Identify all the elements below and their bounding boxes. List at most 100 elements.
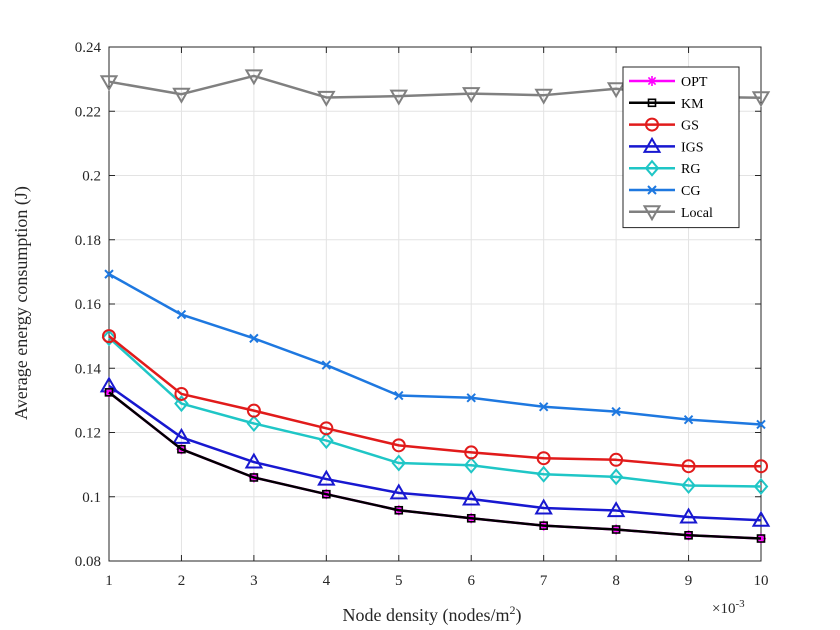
y-tick-label: 0.12: [75, 426, 101, 442]
point-local: [172, 87, 191, 104]
series-igs: [99, 376, 771, 527]
legend-label-km: KM: [681, 97, 704, 112]
legend-label-opt: OPT: [681, 75, 708, 90]
point-km: [684, 530, 693, 540]
legend-marker-rg: [644, 159, 660, 177]
point-igs: [461, 489, 481, 506]
point-km: [104, 388, 114, 397]
point-igs: [172, 427, 191, 444]
point-cg: [466, 393, 476, 403]
legend-marker-opt: [647, 76, 657, 86]
point-km: [177, 444, 186, 454]
legend-item-km: KM: [629, 97, 704, 112]
point-igs: [534, 498, 553, 515]
series-line-km: [108, 391, 762, 540]
point-rg: [536, 465, 551, 483]
point-km: [611, 525, 621, 534]
point-gs: [464, 445, 479, 460]
series-line-rg: [108, 336, 762, 488]
point-local: [606, 82, 626, 99]
point-local: [389, 89, 409, 106]
series-rg: [101, 329, 769, 496]
point-rg: [753, 477, 769, 496]
legend-marker-gs: [645, 117, 659, 132]
point-igs: [317, 469, 336, 486]
point-cg: [538, 402, 549, 412]
x-tick-label: 3: [250, 573, 258, 589]
point-rg: [608, 468, 624, 486]
point-cg: [756, 419, 766, 430]
point-local: [99, 75, 119, 92]
point-km: [249, 473, 259, 482]
legend-label-local: Local: [681, 206, 713, 221]
y-tick-label: 0.2: [82, 169, 101, 185]
point-km: [466, 513, 476, 523]
legend-label-rg: RG: [681, 162, 700, 177]
x-axis-label: Node density (nodes/m2): [343, 603, 522, 626]
legend-marker-local: [642, 205, 662, 222]
x-tick-label: 8: [612, 573, 620, 589]
y-tick-label: 0.18: [75, 233, 101, 249]
point-local: [461, 87, 481, 104]
y-tick-label: 0.24: [75, 40, 102, 56]
point-rg: [681, 476, 696, 495]
point-rg: [463, 456, 479, 474]
series-line-igs: [108, 384, 762, 522]
legend-item-cg: CG: [629, 184, 700, 199]
point-gs: [536, 451, 551, 466]
x-axis-multiplier: ×10-3: [712, 598, 745, 617]
y-tick-label: 0.16: [75, 297, 102, 313]
point-igs: [679, 507, 698, 524]
point-local: [751, 91, 771, 108]
point-rg: [174, 395, 189, 413]
point-local: [534, 88, 553, 105]
x-axis-label-close: ): [515, 605, 521, 626]
point-km: [539, 521, 548, 530]
point-gs: [102, 329, 116, 344]
legend-item-rg: RG: [629, 159, 700, 177]
x-tick-label: 6: [467, 573, 475, 589]
legend: OPT KM GS IGS RG CG Local: [622, 66, 740, 229]
legend-item-gs: GS: [629, 117, 699, 134]
point-rg: [391, 454, 407, 472]
series-line-cg: [108, 273, 762, 426]
point-rg: [319, 431, 334, 450]
y-tick-label: 0.22: [75, 104, 101, 120]
x-tick-label: 9: [685, 573, 693, 589]
point-igs: [606, 501, 626, 518]
point-cg: [683, 414, 694, 425]
y-tick-label: 0.1: [82, 490, 101, 506]
x-axis-label-main: Node density (nodes/m: [343, 605, 510, 626]
point-gs: [319, 421, 334, 436]
legend-label-gs: GS: [681, 119, 699, 134]
series-group: [99, 69, 771, 544]
x-tick-label: 7: [540, 573, 548, 589]
series-gs: [102, 329, 768, 474]
point-cg: [394, 390, 404, 401]
point-gs: [609, 452, 624, 467]
legend-marker-cg: [647, 185, 657, 195]
x-tick-label: 4: [323, 573, 331, 589]
series-cg: [104, 269, 766, 430]
point-rg: [246, 414, 262, 433]
point-gs: [246, 403, 261, 418]
point-km: [756, 534, 766, 543]
legend-item-local: Local: [629, 205, 713, 222]
legend-label-igs: IGS: [681, 140, 704, 155]
y-tick-label: 0.08: [75, 554, 101, 570]
point-rg: [101, 329, 117, 347]
point-gs: [681, 459, 696, 474]
point-local: [244, 69, 264, 86]
legend-item-igs: IGS: [629, 136, 704, 155]
point-opt: [756, 533, 766, 544]
x-tick-label: 2: [178, 573, 186, 589]
y-axis-label: Average energy consumption (J): [11, 186, 32, 420]
ticks: 1 2 3 4 5 6 7 8 9 10 0.08 0.1 0.12 0.14 0.16 0.18 0.2 0.2…: [75, 40, 769, 589]
point-gs: [174, 386, 189, 401]
x-multiplier-base: ×10: [712, 601, 735, 617]
point-km: [394, 505, 404, 515]
y-tick-label: 0.14: [75, 361, 102, 377]
series-line-gs: [108, 335, 761, 468]
point-cg: [321, 360, 332, 370]
